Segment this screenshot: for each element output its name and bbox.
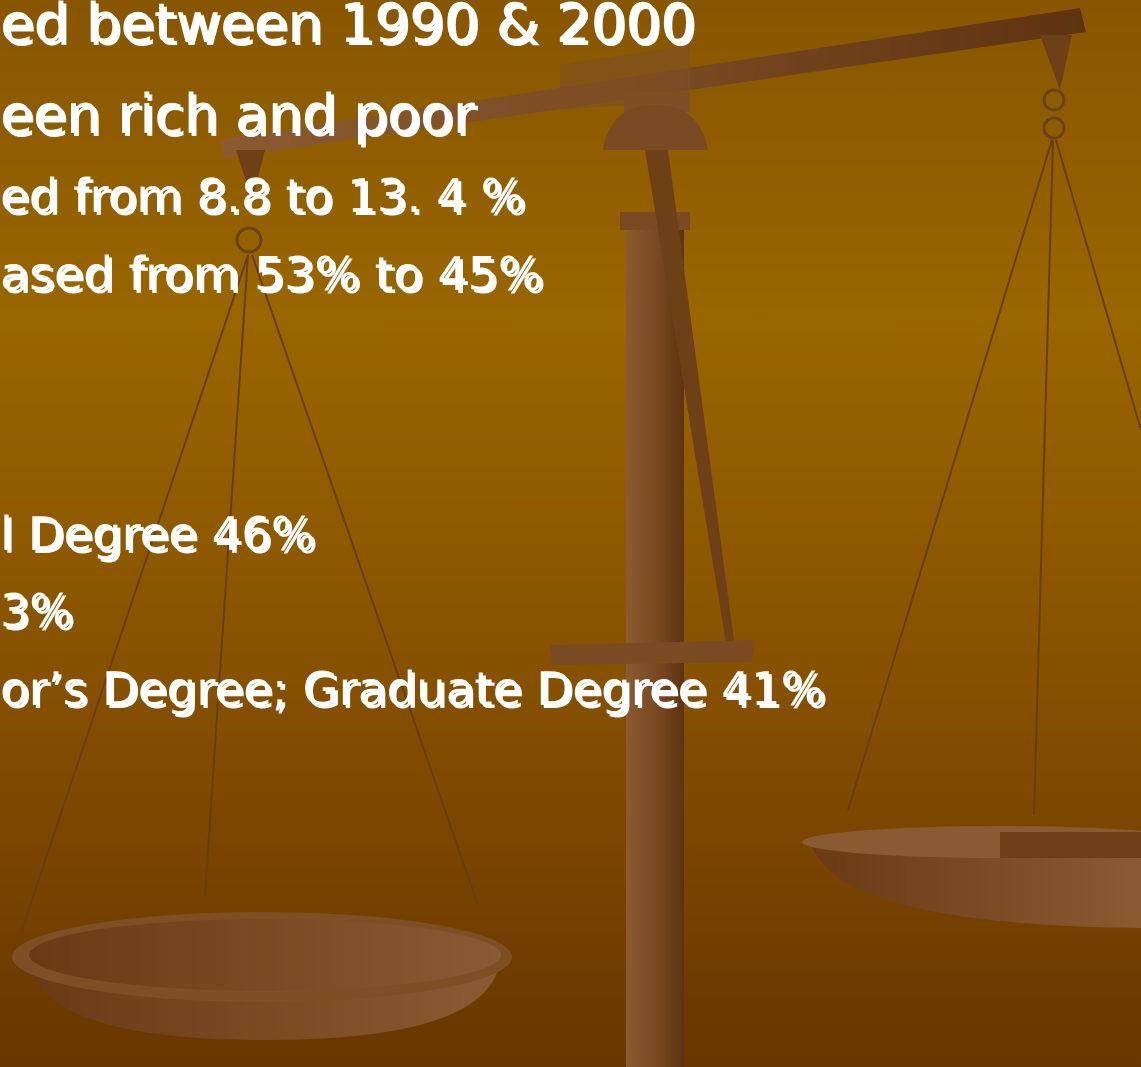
text-shadow: ed from 8.8 to 13. 4 % (3, 172, 528, 226)
text-shadow: or’s Degree; Graduate Degree 41% (3, 665, 828, 719)
bullet-text: l Degree 46% (0, 507, 315, 561)
text-shadow: l Degree 46% (3, 510, 318, 564)
text-shadow: 3% (3, 587, 76, 641)
text-shadow: ased from 53% to 45% (3, 250, 546, 304)
bullet-text: ased from 53% to 45% (0, 247, 543, 301)
bullet-text: or’s Degree; Graduate Degree 41% (0, 662, 825, 716)
bullet-text: ed from 8.8 to 13. 4 % (0, 169, 525, 223)
text-shadow: ed between 1990 & 2000 (3, 0, 698, 58)
bullet-text: een rich and poor (0, 83, 476, 146)
scale-illustration (12, 8, 1141, 1067)
bullet-text: 3% (0, 584, 73, 638)
bullet-text: ed between 1990 & 2000 (0, 0, 695, 55)
text-shadow: een rich and poor (3, 86, 479, 149)
